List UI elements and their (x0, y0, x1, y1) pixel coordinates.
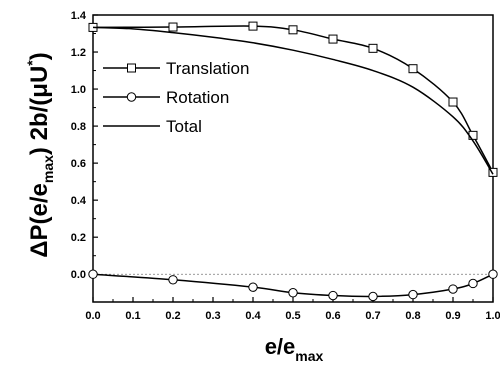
series-rotation-point (488, 269, 498, 279)
y-tick-label: 1.2 (71, 47, 86, 59)
x-tick-label: 0.8 (405, 310, 420, 322)
series-rotation-point (168, 275, 178, 285)
y-tick-label: 0.0 (71, 269, 86, 281)
series-translation-point (408, 64, 418, 74)
x-tick-label: 0.1 (125, 310, 140, 322)
y-tick-label: 1.0 (71, 84, 86, 96)
series-rotation-line (92, 273, 494, 298)
series-translation (88, 21, 498, 177)
x-tick-label: 0.3 (205, 310, 220, 322)
series-rotation-point (248, 282, 258, 292)
series-rotation-point (468, 278, 478, 289)
y-tick-label: 1.4 (71, 10, 87, 22)
plot-frame (92, 14, 494, 303)
series-rotation-point (448, 284, 458, 294)
series-translation-line (92, 25, 494, 173)
series-total (92, 26, 494, 175)
legend-total-label: Total (166, 117, 202, 136)
series-translation-point (448, 97, 458, 107)
series-translation-point (328, 34, 338, 44)
x-tick-label: 0.4 (245, 310, 261, 322)
y-tick-label: 0.6 (71, 158, 86, 170)
series-translation-point (368, 43, 378, 53)
series-rotation-point (408, 289, 418, 300)
x-tick-label: 0.5 (285, 310, 300, 322)
x-tick-label: 0.6 (325, 310, 340, 322)
series-translation-point (168, 22, 178, 32)
x-tick-label: 0.9 (445, 310, 460, 322)
legend-rotation-label: Rotation (166, 88, 229, 107)
series-rotation-point (368, 291, 378, 302)
legend: Translation Rotation Total (103, 59, 249, 136)
y-tick-label: 0.8 (71, 121, 86, 133)
y-tick-label: 0.2 (71, 232, 86, 244)
legend-translation-marker (127, 63, 136, 73)
series-translation-point (488, 167, 498, 177)
x-tick-label: 1.0 (485, 310, 500, 322)
series-total-line (92, 26, 494, 175)
x-tick-label: 0.7 (365, 310, 380, 322)
x-tick-label: 0.0 (85, 310, 100, 322)
series-rotation-point (88, 269, 98, 279)
y-axis-title: ΔP(e/emax) 2b/(μU*) (24, 52, 56, 257)
x-axis-title: e/emax (265, 334, 324, 364)
legend-translation-label: Translation (166, 59, 249, 78)
x-tick-label: 0.2 (165, 310, 180, 322)
series-rotation-point (328, 290, 338, 301)
y-tick-label: 0.4 (71, 195, 87, 207)
series-rotation-point (288, 288, 298, 298)
series-rotation (88, 269, 498, 302)
series-translation-point (288, 25, 298, 35)
series-translation-point (248, 21, 258, 31)
legend-rotation-marker (126, 92, 137, 102)
